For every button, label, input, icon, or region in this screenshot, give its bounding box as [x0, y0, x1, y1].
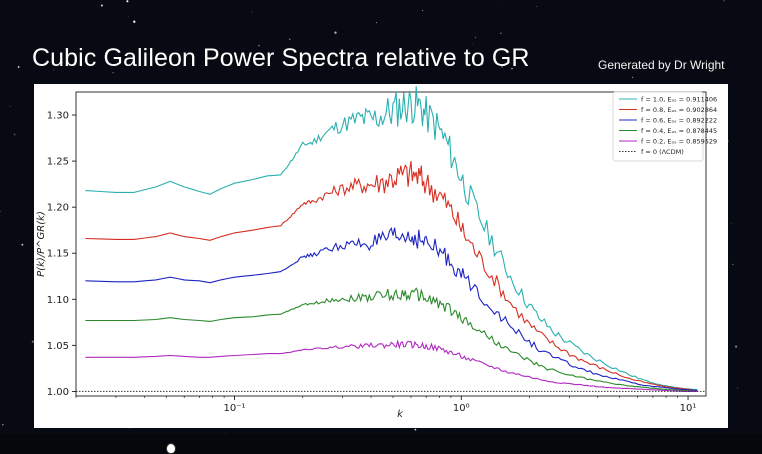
- star: [1, 423, 4, 426]
- legend-label: f = 0.2, Eₔₛ = 0.859529: [641, 137, 717, 145]
- star: [375, 22, 377, 24]
- star: [500, 32, 502, 34]
- star: [730, 222, 732, 224]
- legend-label: f = 0.4, Eₔₛ = 0.878445: [641, 127, 717, 135]
- star: [258, 44, 260, 47]
- plot-panel: 1.00 1.05 1.10 1.15 1.20 1.25 1.30 10⁻¹ 10⁰ 10¹ …: [34, 84, 728, 454]
- star: [474, 36, 477, 39]
- star: [501, 65, 503, 68]
- series-line: [85, 339, 698, 392]
- star: [9, 106, 11, 107]
- star: [112, 72, 114, 74]
- mouse-cursor-icon: [166, 443, 176, 454]
- star: [100, 4, 103, 7]
- power-spectra-chart: 1.001.051.101.151.201.251.30 10⁻¹ 10⁰ 10¹ …: [36, 86, 717, 420]
- star: [536, 5, 538, 7]
- star: [737, 387, 739, 389]
- star: [414, 428, 417, 431]
- star: [723, 0, 725, 2]
- star: [61, 61, 63, 63]
- star: [601, 58, 603, 60]
- legend-label: f = 0 (ΛCDM): [641, 148, 684, 156]
- slide-title: Cubic Galileon Power Spectra relative to…: [32, 44, 530, 72]
- legend-label: f = 0.6, Eₔₛ = 0.892222: [641, 116, 717, 124]
- x-tick-label: 10⁰: [453, 403, 470, 414]
- series-line: [85, 287, 698, 392]
- star: [128, 15, 129, 17]
- y-axis-label: P(k)/P^GR(k): [36, 211, 47, 277]
- star: [471, 42, 473, 44]
- legend-label: f = 0.8, Eₔₛ = 0.902864: [641, 106, 717, 114]
- y-tick-label: 1.20: [47, 203, 69, 214]
- series-line: [85, 161, 698, 392]
- y-tick-label: 1.30: [47, 111, 69, 122]
- star: [498, 3, 500, 4]
- y-tick-label: 1.10: [47, 295, 69, 306]
- star: [511, 67, 513, 70]
- star: [631, 76, 634, 79]
- star: [251, 11, 253, 13]
- x-axis-label: k: [397, 409, 404, 420]
- star: [734, 345, 738, 348]
- star: [53, 69, 55, 71]
- legend: f = 1.0, Eₔₛ = 0.911406 f = 0.8, Eₔₛ = 0.…: [612, 91, 717, 162]
- series-line: [85, 226, 698, 392]
- axes-frame: [75, 91, 707, 397]
- star: [126, 0, 129, 3]
- star: [0, 210, 1, 213]
- star: [13, 133, 16, 136]
- star: [31, 340, 35, 343]
- slide-credit: Generated by Dr Wright: [598, 58, 725, 72]
- star: [351, 67, 354, 69]
- star: [17, 66, 20, 68]
- series-line: [85, 86, 698, 391]
- star: [732, 263, 734, 265]
- y-tick-label: 1.00: [47, 387, 69, 398]
- series-lines: [76, 86, 706, 392]
- y-tick-label: 1.05: [47, 341, 69, 352]
- legend-label: f = 1.0, Eₔₛ = 0.911406: [641, 95, 717, 103]
- star: [288, 38, 291, 41]
- slide-background: Cubic Galileon Power Spectra relative to…: [0, 0, 739, 454]
- star: [21, 243, 24, 246]
- y-tick-label: 1.25: [47, 157, 69, 168]
- x-axis: 10⁻¹ 10⁰ 10¹: [75, 396, 697, 414]
- x-tick-label: 10⁻¹: [223, 403, 245, 414]
- star: [334, 31, 337, 34]
- star: [133, 20, 136, 23]
- x-tick-label: 10¹: [680, 403, 697, 414]
- star: [480, 62, 484, 65]
- star: [422, 9, 424, 12]
- y-axis: 1.00 1.05 1.10 1.15 1.20 1.25 1.30: [47, 111, 76, 398]
- star: [452, 61, 455, 64]
- y-tick-label: 1.15: [47, 249, 69, 260]
